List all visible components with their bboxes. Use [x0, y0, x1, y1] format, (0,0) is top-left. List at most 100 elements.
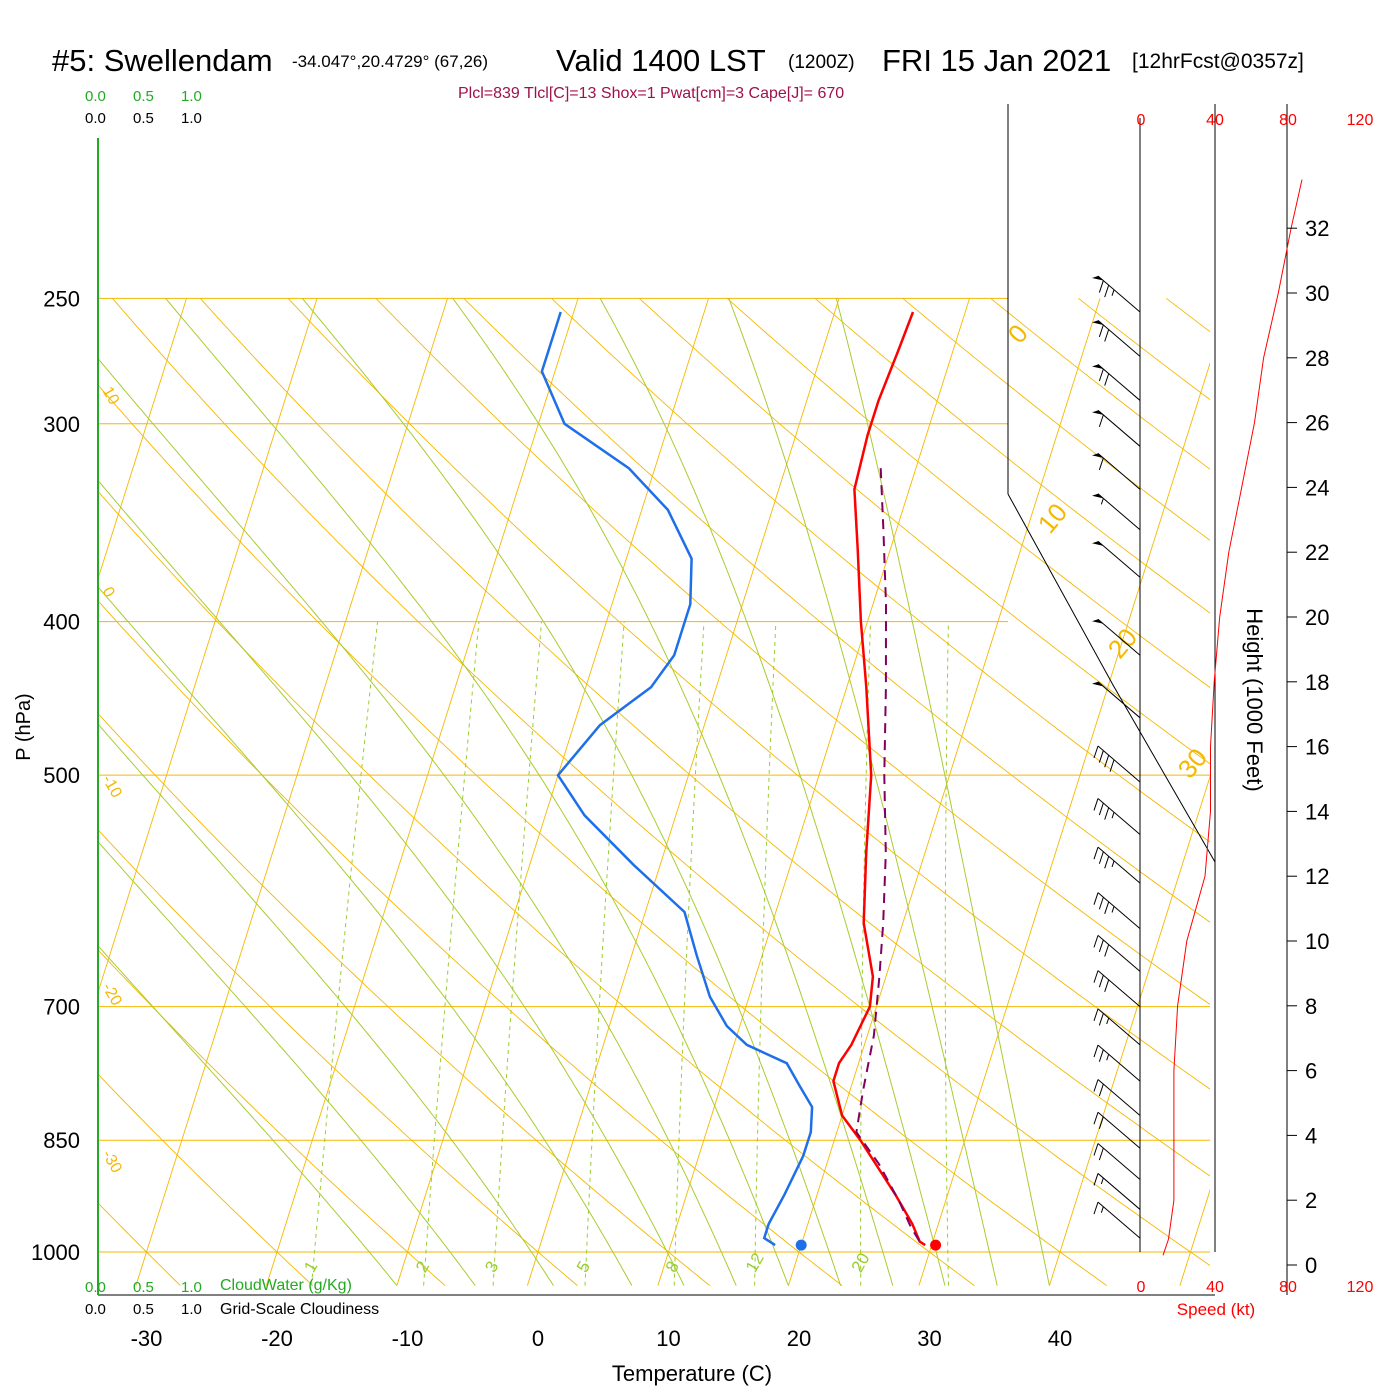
p-tick-500: 500: [43, 763, 80, 788]
wind-barb-272: [1092, 319, 1141, 357]
mixing-ratio-label-3: 3: [481, 1258, 502, 1276]
p-tick-1000: 1000: [31, 1240, 80, 1265]
isotherm--40: [98, 298, 318, 994]
isotherm--50: [98, 298, 187, 581]
height-tick-20: 20: [1305, 605, 1329, 630]
wind-barb-375: [1092, 540, 1141, 578]
height-axis-title: Height (1000 Feet): [1242, 608, 1267, 791]
height-tick-12: 12: [1305, 864, 1329, 889]
height-tick-8: 8: [1305, 994, 1317, 1019]
cloud-top-labels: 0.0 0.5 1.0 0.0 0.5 1.0: [85, 88, 202, 127]
wind-barb-980: [1093, 1201, 1141, 1239]
dry-adiabat-100: [551, 297, 1210, 843]
mixing-ratio-5: [584, 621, 625, 1286]
moist-adiabat-16: [98, 357, 737, 1286]
isotherm--10: [396, 298, 709, 1286]
height-tick-26: 26: [1305, 411, 1329, 436]
isotherm-30: [918, 361, 1210, 1286]
moist-adiabat-36: [728, 298, 998, 1286]
isotherm--30: [135, 298, 448, 1286]
moist-adiabat-2: [98, 723, 554, 1286]
cloud-bottom-green-1: 0.5: [133, 1279, 154, 1296]
cloud-top-black-0: 0.0: [85, 110, 106, 127]
x-tick--10: -10: [392, 1326, 424, 1351]
dry-adiabat-10: [98, 712, 711, 1286]
background-lines: [0, 297, 1400, 1286]
x-tick-20: 20: [787, 1326, 811, 1351]
height-tick-32: 32: [1305, 216, 1329, 241]
height-tick-14: 14: [1305, 799, 1329, 824]
isotherm--20: [265, 298, 579, 1286]
speed-axis-title: Speed (kt): [1177, 1300, 1255, 1319]
moist-adiabat-28: [452, 298, 894, 1286]
wind-barb-545: [1093, 798, 1141, 835]
wind-barb-350: [1092, 493, 1141, 531]
station-coords: -34.047°,20.4729° (67,26): [292, 52, 488, 71]
x-tick-40: 40: [1048, 1326, 1072, 1351]
wind-barb-330: [1092, 452, 1141, 490]
isotherm-50: [1179, 1188, 1210, 1286]
height-tick-4: 4: [1305, 1123, 1317, 1148]
dry-adiabat-80: [375, 297, 1210, 1006]
isotherm-20: [787, 298, 1101, 1286]
wind-barb-505: [1093, 745, 1141, 783]
height-tick-24: 24: [1305, 475, 1329, 500]
speed-ticks-bottom: 0 40 80 120: [1137, 1279, 1374, 1296]
mixing-ratio-label-2: 2: [412, 1258, 433, 1276]
x-tick-10: 10: [656, 1326, 680, 1351]
isotherm-label-left--30: -30: [99, 1148, 125, 1177]
dry-adiabat-0: [98, 829, 578, 1286]
wind-barb-420: [1092, 618, 1141, 656]
cloudwater-label: CloudWater (g/Kg): [220, 1277, 352, 1294]
p-tick-850: 850: [43, 1128, 80, 1153]
wind-barb-310: [1092, 409, 1141, 447]
dry-adiabat-150: [990, 297, 1210, 470]
height-tick-2: 2: [1305, 1188, 1317, 1213]
wind-barb-820: [1093, 1079, 1141, 1116]
plot-frame: [98, 104, 1288, 1296]
dry-adiabat-110: [638, 297, 1210, 765]
cloud-top-black-1: 0.5: [133, 110, 154, 127]
dry-adiabat-40: [98, 384, 1108, 1286]
dewpoint-line: [540, 311, 814, 1247]
cloud-bottom-black-2: 1.0: [181, 1301, 202, 1318]
dry-adiabat--30: [98, 1202, 181, 1286]
station-title: #5: Swellendam: [52, 43, 273, 78]
x-tick--30: -30: [131, 1326, 163, 1351]
moist-adiabat-32: [599, 298, 946, 1286]
speed-tick-top-40: 40: [1206, 112, 1224, 129]
dry-adiabat-130: [814, 297, 1210, 614]
isotherm-0: [526, 298, 840, 1286]
y-axis-title: P (hPa): [13, 693, 35, 760]
x-tick-30: 30: [917, 1326, 941, 1351]
mixing-ratio-label-1: 1: [300, 1258, 321, 1276]
wind-speed-panel: [1162, 179, 1303, 1256]
moist-adiabat--10: [98, 945, 398, 1286]
mixing-ratio-12: [754, 621, 777, 1286]
cloud-top-green-2: 1.0: [181, 88, 202, 105]
moist-adiabat--4: [98, 840, 476, 1286]
moist-adiabat-40: [835, 298, 1050, 1286]
surface-dewpoint-marker: [795, 1239, 807, 1251]
dry-adiabat--40: [0, 298, 48, 1285]
isotherm-label-left--10: -10: [99, 772, 125, 801]
speed-tick-top-80: 80: [1279, 112, 1297, 129]
wind-barb-290: [1092, 364, 1141, 401]
x-axis-title: Temperature (C): [612, 1361, 772, 1386]
utc-time: (1200Z): [788, 52, 855, 73]
p-tick-250: 250: [43, 286, 80, 311]
isotherm-label-right-0: 0: [1002, 318, 1034, 348]
forecast-info: [12hrFcst@0357z]: [1132, 50, 1304, 73]
isotherm-60: [1310, 298, 1400, 1285]
dry-adiabat-90: [463, 297, 1210, 923]
wind-barb-460: [1092, 681, 1141, 719]
mixing-ratio-label-20: 20: [848, 1250, 874, 1276]
cloudiness-label: Grid-Scale Cloudiness: [220, 1301, 379, 1318]
dry-adiabat-160: [1078, 297, 1210, 401]
dry-adiabat-50: [112, 298, 1210, 1267]
valid-time: Valid 1400 LST: [556, 43, 766, 78]
wind-barb-900: [1093, 1143, 1141, 1180]
wind-barb-940: [1093, 1173, 1141, 1210]
dry-adiabat-60: [199, 297, 1210, 1177]
dry-adiabat-190: [1342, 298, 1400, 1285]
